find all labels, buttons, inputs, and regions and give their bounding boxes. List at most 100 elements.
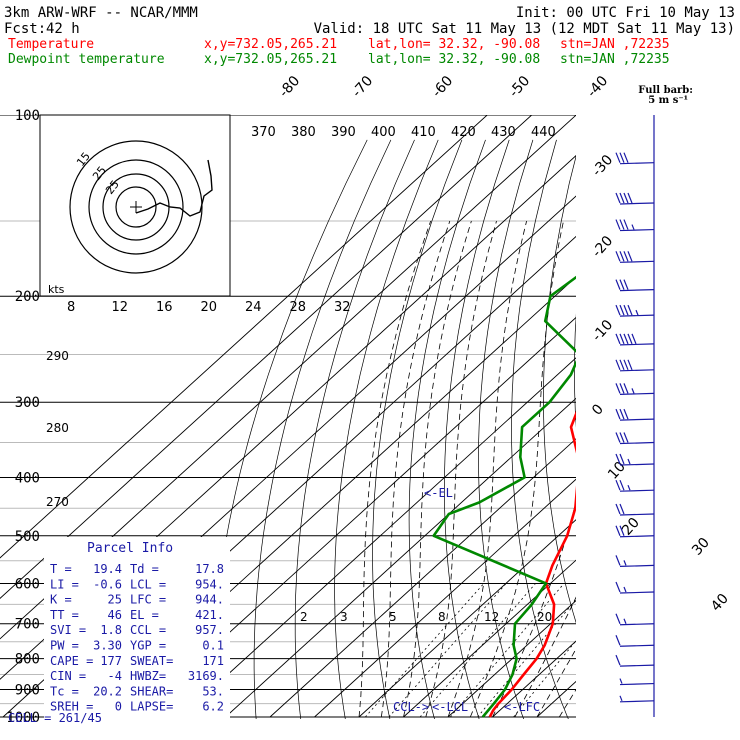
wind-barb-flag — [615, 525, 621, 537]
parcel-value: 19.4 — [93, 562, 122, 576]
wind-barb — [619, 260, 655, 263]
forecast-hour: 42 h — [46, 21, 80, 37]
dry-adiabat — [690, 140, 740, 730]
wind-barb — [619, 591, 655, 594]
isotherm-label: -30 — [589, 152, 616, 180]
parcel-value: 171 — [202, 654, 224, 668]
wind-barb-flag — [619, 152, 625, 163]
forecast-label: Fcst: — [4, 21, 46, 37]
moist-adiabat — [536, 648, 576, 718]
moist-adiabat — [514, 596, 576, 718]
wind-barb-half — [627, 484, 631, 491]
pressure-label: 900 — [15, 682, 40, 698]
wind-barb-flag — [615, 408, 621, 420]
legend-temp-name: Temperature — [8, 37, 94, 52]
hodograph-ring — [69, 140, 203, 274]
barb-legend-units: 5 m s⁻¹ — [648, 95, 688, 106]
wind-barb-flag — [623, 383, 629, 394]
theta-label: 280 — [46, 421, 69, 435]
parcel-value: 421. — [195, 608, 224, 622]
wind-barb — [619, 463, 655, 466]
parcel-label: CIN = — [50, 669, 86, 683]
wind-barb-flag — [615, 333, 621, 345]
level-marker: <-EL — [424, 486, 453, 500]
wind-barb-flag — [615, 304, 621, 316]
isotherm-label: 40 — [708, 591, 732, 615]
pressure-label: 600 — [15, 576, 40, 592]
isotherm-label: -70 — [349, 73, 376, 101]
dry-adiabat — [372, 139, 463, 719]
wind-barb — [619, 700, 655, 703]
wind-barb — [619, 513, 655, 516]
wind-barb-flag — [619, 251, 625, 262]
level-marker: <-LCL — [432, 700, 468, 714]
wind-barb — [619, 314, 655, 317]
wind-barb-flag — [615, 635, 621, 646]
moist-adiabat — [558, 688, 576, 718]
pressure-label: 1000 — [6, 710, 40, 726]
parcel-label: PW = — [50, 639, 79, 653]
theta-top-label: 410 — [411, 125, 436, 140]
hodograph-speed-label: 24 — [245, 300, 262, 315]
level-marker: <-LFC — [504, 700, 540, 714]
wind-barb-flag — [627, 359, 633, 371]
parcel-label: LFC = — [130, 593, 166, 607]
legend-dew-stn: stn=JAN ,72235 — [560, 52, 670, 67]
barb-legend-title: Full barb: — [638, 85, 693, 96]
wind-barb-flag — [627, 192, 633, 204]
wind-barb-flag — [627, 333, 633, 345]
wind-barb-flag — [615, 613, 621, 624]
isotherm — [314, 478, 576, 718]
isotherm — [403, 559, 576, 718]
pressure-label: 200 — [15, 289, 40, 305]
wind-barb — [619, 664, 655, 667]
hodograph-ring — [88, 159, 184, 255]
theta-top-label: 430 — [491, 125, 516, 140]
wind-barb-flag — [619, 408, 625, 420]
parcel-value: 177 — [100, 654, 122, 668]
wind-barb — [619, 392, 655, 395]
hodograph-speed-label: 16 — [156, 300, 173, 315]
parcel-label: SVI = — [50, 623, 86, 637]
wind-barb-flag — [615, 453, 621, 465]
pressure-label: 700 — [15, 617, 40, 633]
isotherm — [136, 316, 576, 718]
wind-barb-flag — [623, 192, 629, 204]
mixing-ratio-line — [365, 583, 485, 718]
theta-label: 290 — [46, 349, 69, 363]
dry-adiabat — [294, 139, 415, 719]
wind-barb-half — [631, 224, 635, 230]
parcel-value: 944. — [195, 593, 224, 607]
hodograph-speed-label: 32 — [334, 300, 351, 315]
dry-adiabat — [634, 140, 740, 730]
isotherm-label: -50 — [506, 73, 533, 101]
wind-barb-flag — [615, 432, 621, 443]
dry-adiabat — [543, 155, 576, 624]
isotherm — [0, 115, 576, 640]
hodograph-units: kts — [48, 283, 65, 296]
pressure-label: 300 — [15, 395, 40, 411]
wind-barb-half — [619, 695, 623, 702]
wind-barb-flag — [615, 219, 621, 230]
wind-barb-flag — [623, 408, 629, 420]
profile-temperature — [488, 410, 576, 718]
mixing-ratio-label: 5 — [389, 610, 397, 624]
theta-top-label: 400 — [371, 125, 396, 140]
pressure-label: 500 — [15, 529, 40, 545]
parcel-value: 25 — [108, 593, 122, 607]
dry-adiabat — [253, 139, 392, 719]
legend-temp-latlon: lat,lon= 32.32, -90.08 — [368, 37, 540, 52]
wind-barb — [619, 535, 655, 538]
init-time: Init: 00 UTC Fri 10 May 13 — [516, 5, 735, 21]
parcel-label: LI = — [50, 577, 79, 591]
parcel-label: SHEAR= — [130, 684, 173, 698]
parcel-label: EL = — [130, 608, 159, 622]
wind-barb-flag — [615, 581, 621, 593]
parcel-value: -4 — [108, 669, 122, 683]
mixing-ratio-line — [449, 583, 565, 718]
wind-barb — [619, 343, 655, 346]
isotherm — [269, 438, 576, 718]
wind-barb-flag — [623, 152, 629, 163]
wind-barb-flag — [615, 251, 621, 262]
parcel-label: LCL = — [130, 577, 166, 591]
